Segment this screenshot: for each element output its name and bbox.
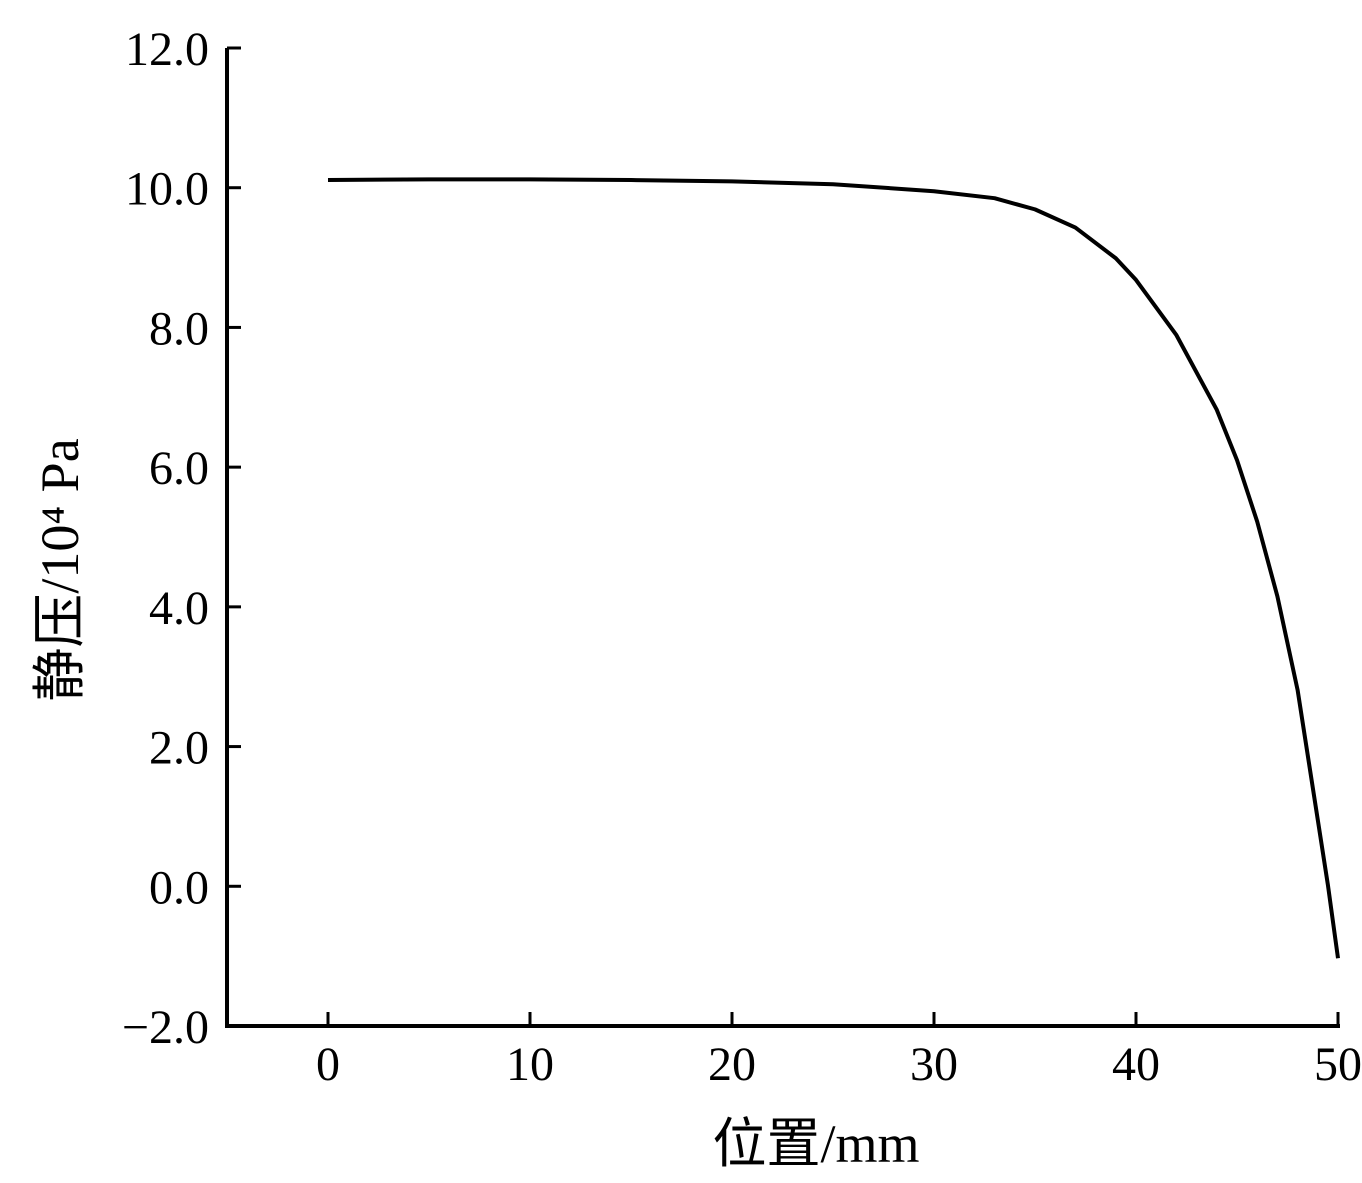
data-line bbox=[327, 177, 1340, 959]
y-tick-label: 4.0 bbox=[149, 582, 209, 635]
x-tick-label: 50 bbox=[1314, 1038, 1362, 1091]
y-tick-label: 6.0 bbox=[149, 442, 209, 495]
y-tick-label: 2.0 bbox=[149, 722, 209, 775]
x-tick-label: 0 bbox=[316, 1038, 340, 1091]
y-tick-label: 8.0 bbox=[149, 302, 209, 355]
y-tick-label: 12.0 bbox=[125, 23, 209, 76]
x-axis-label: 位置/mm bbox=[712, 1114, 919, 1174]
y-tick-label: 0.0 bbox=[149, 861, 209, 914]
y-axis-label: 静压/10⁴ Pa bbox=[30, 438, 90, 701]
y-tick-label: 10.0 bbox=[125, 163, 209, 216]
x-tick-label: 20 bbox=[708, 1038, 756, 1091]
y-tick-label: −2.0 bbox=[122, 1001, 209, 1054]
x-tick-label: 40 bbox=[1112, 1038, 1160, 1091]
x-tick-label: 30 bbox=[910, 1038, 958, 1091]
x-tick-label: 10 bbox=[506, 1038, 554, 1091]
